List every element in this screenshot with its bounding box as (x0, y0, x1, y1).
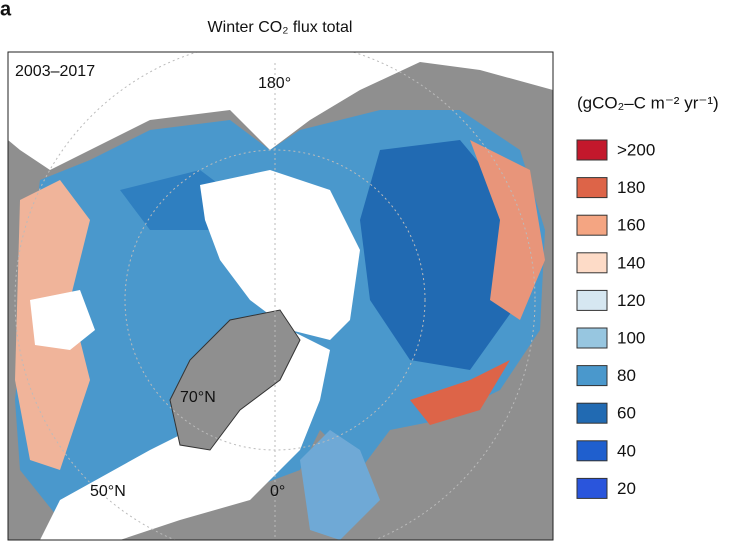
map-label: 180° (258, 75, 291, 92)
legend-label: 180 (617, 178, 645, 197)
map-title: Winter CO₂ flux total (208, 19, 353, 36)
legend-label: >200 (617, 140, 655, 159)
legend-swatch (576, 402, 608, 424)
legend-swatch (576, 139, 608, 161)
legend-title: (gCO₂–C m⁻² yr⁻¹) (577, 93, 719, 112)
map-label: 70°N (180, 389, 216, 406)
panel-label: a (0, 0, 12, 20)
legend-label: 60 (617, 404, 636, 423)
flux-high (410, 360, 510, 425)
legend-swatch (576, 477, 608, 499)
scandinavia (300, 430, 380, 540)
legend-label: 120 (617, 291, 645, 310)
legend-swatch (576, 440, 608, 462)
period-label: 2003–2017 (15, 63, 95, 80)
map-label: 0° (270, 483, 285, 500)
hudson-bay (30, 290, 95, 350)
ocean-north (8, 52, 553, 170)
arctic-ocean (200, 170, 360, 340)
graticule (14, 52, 536, 540)
greenland (169, 309, 301, 451)
legend-swatch (576, 252, 608, 274)
legend-label: 140 (617, 253, 645, 272)
legend-label: 160 (617, 216, 645, 235)
legend-label: 80 (617, 366, 636, 385)
flux-high (470, 140, 545, 320)
map (8, 52, 553, 540)
legend-swatch (576, 177, 608, 199)
map-frame (7, 51, 554, 541)
legend-swatch (576, 327, 608, 349)
map-label: 50°N (90, 483, 126, 500)
flux-low (360, 140, 520, 370)
legend-label: 100 (617, 328, 645, 347)
legend-swatch (576, 365, 608, 387)
legend-swatch (576, 214, 608, 236)
legend-label: 20 (617, 479, 636, 498)
legend-swatch (576, 289, 608, 311)
legend-label: 40 (617, 441, 636, 460)
